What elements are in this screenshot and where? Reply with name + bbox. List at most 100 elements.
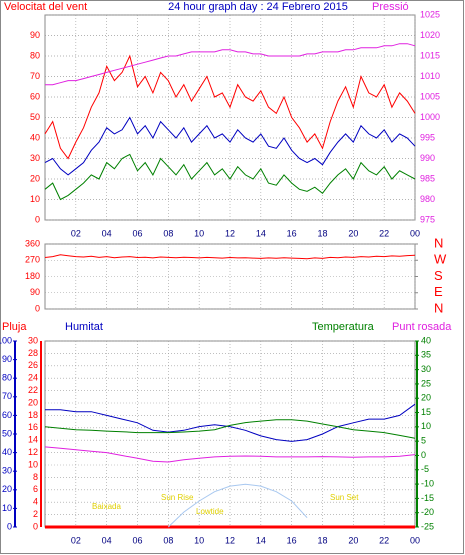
x-tick-label: 08 [163,535,173,545]
annotation: Sun Rise [161,493,194,502]
y-tick-label: 270 [25,255,40,265]
annotation: Lowtide [196,507,224,516]
wind-label: Velocitat del vent [4,1,87,13]
y-tick-label: 16 [28,422,38,432]
y-tick-label: 18 [28,410,38,420]
y2-tick-label: 15 [421,407,431,417]
y2-tick-label: -5 [421,464,429,474]
y2-tick-label: 1015 [420,50,440,60]
y2-tick-label: 35 [421,350,431,360]
y-tick-label: 26 [28,360,38,370]
y3-tick-label: 80 [2,373,12,383]
x-tick-label: 16 [287,535,297,545]
legend-label: Temperatura [312,321,375,333]
series-line [45,403,416,442]
legend-label: Humitat [65,321,103,333]
series-line [44,153,416,201]
x-tick-label: 22 [379,535,389,545]
y-tick-label: 0 [35,214,40,224]
y2-tick-label: 995 [420,132,435,142]
x-tick-label: 22 [379,228,389,238]
y3-tick-label: 60 [2,410,12,420]
annotation: Sun Set [330,493,359,502]
y2-tick-label: 1020 [420,30,440,40]
y2-tick-label: 5 [421,436,426,446]
x-tick-label: 20 [348,535,358,545]
y2-tick-label: 1025 [420,9,440,19]
x-tick-label: 20 [348,228,358,238]
y2-tick-label: 975 [420,214,435,224]
y2-tick-label: 0 [421,450,426,460]
y-tick-label: 22 [28,385,38,395]
y-tick-label: 24 [28,373,38,383]
y-tick-label: 4 [33,497,38,507]
x-tick-label: 12 [225,228,235,238]
x-tick-label: 12 [225,535,235,545]
series-line [44,116,416,176]
y2-tick-label: 10 [421,421,431,431]
y3-tick-label: 70 [2,391,12,401]
series-line [44,254,416,260]
y2-tick-label: -10 [421,478,434,488]
x-tick-label: 00 [410,228,420,238]
x-tick-label: 02 [71,535,81,545]
x-tick-label: 18 [317,228,327,238]
y-tick-label: 14 [28,435,38,445]
x-tick-label: 16 [287,228,297,238]
pressure-label: Pressió [372,1,409,13]
y-tick-label: 60 [30,91,40,101]
y-tick-label: 80 [30,50,40,60]
y-tick-label: 10 [30,194,40,204]
y-tick-label: 40 [30,132,40,142]
y3-tick-label: 50 [2,428,12,438]
y2-tick-label: 25 [421,378,431,388]
x-tick-label: 14 [256,535,266,545]
y-tick-label: 90 [30,30,40,40]
y2-tick-label: -15 [421,493,434,503]
y-tick-label: 30 [28,335,38,345]
series-line [167,483,308,528]
y-tick-label: 180 [25,271,40,281]
chart-title: 24 hour graph day : 24 Febrero 2015 [168,1,348,13]
y2-tick-label: 985 [420,173,435,183]
y-tick-label: 10 [28,459,38,469]
y2-tick-label: 1005 [420,91,440,101]
y2-tick-label: 1000 [420,112,440,122]
y-tick-label: 6 [33,484,38,494]
y2-tick-label: S [434,268,443,283]
legend-label: Punt rosada [392,321,452,333]
y2-tick-label: -25 [421,521,434,531]
y-tick-label: 8 [33,472,38,482]
y-tick-label: 2 [33,509,38,519]
series-line [45,43,416,86]
y2-tick-label: 40 [421,335,431,345]
y-tick-label: 0 [33,521,38,531]
x-tick-label: 00 [410,535,420,545]
y-tick-label: 20 [28,397,38,407]
annotation: Baixada [92,502,121,511]
y2-tick-label: 20 [421,393,431,403]
y2-tick-label: 980 [420,194,435,204]
series-line [44,419,416,439]
x-tick-label: 02 [71,228,81,238]
series-line [44,54,416,160]
y3-tick-label: 0 [7,521,12,531]
y-tick-label: 30 [30,153,40,163]
y2-tick-label: E [434,284,443,299]
y2-tick-label: N [434,235,443,250]
x-tick-label: 14 [256,228,266,238]
y-tick-label: 12 [28,447,38,457]
y2-tick-label: -20 [421,507,434,517]
y3-tick-label: 90 [2,354,12,364]
x-tick-label: 18 [317,535,327,545]
y2-tick-label: 30 [421,364,431,374]
y-tick-label: 360 [25,238,40,248]
y2-tick-label: 990 [420,153,435,163]
x-tick-label: 06 [132,535,142,545]
x-tick-label: 04 [102,228,112,238]
y-tick-label: 50 [30,112,40,122]
series-line [44,446,416,463]
y2-tick-label: 1010 [420,71,440,81]
x-tick-label: 10 [194,535,204,545]
